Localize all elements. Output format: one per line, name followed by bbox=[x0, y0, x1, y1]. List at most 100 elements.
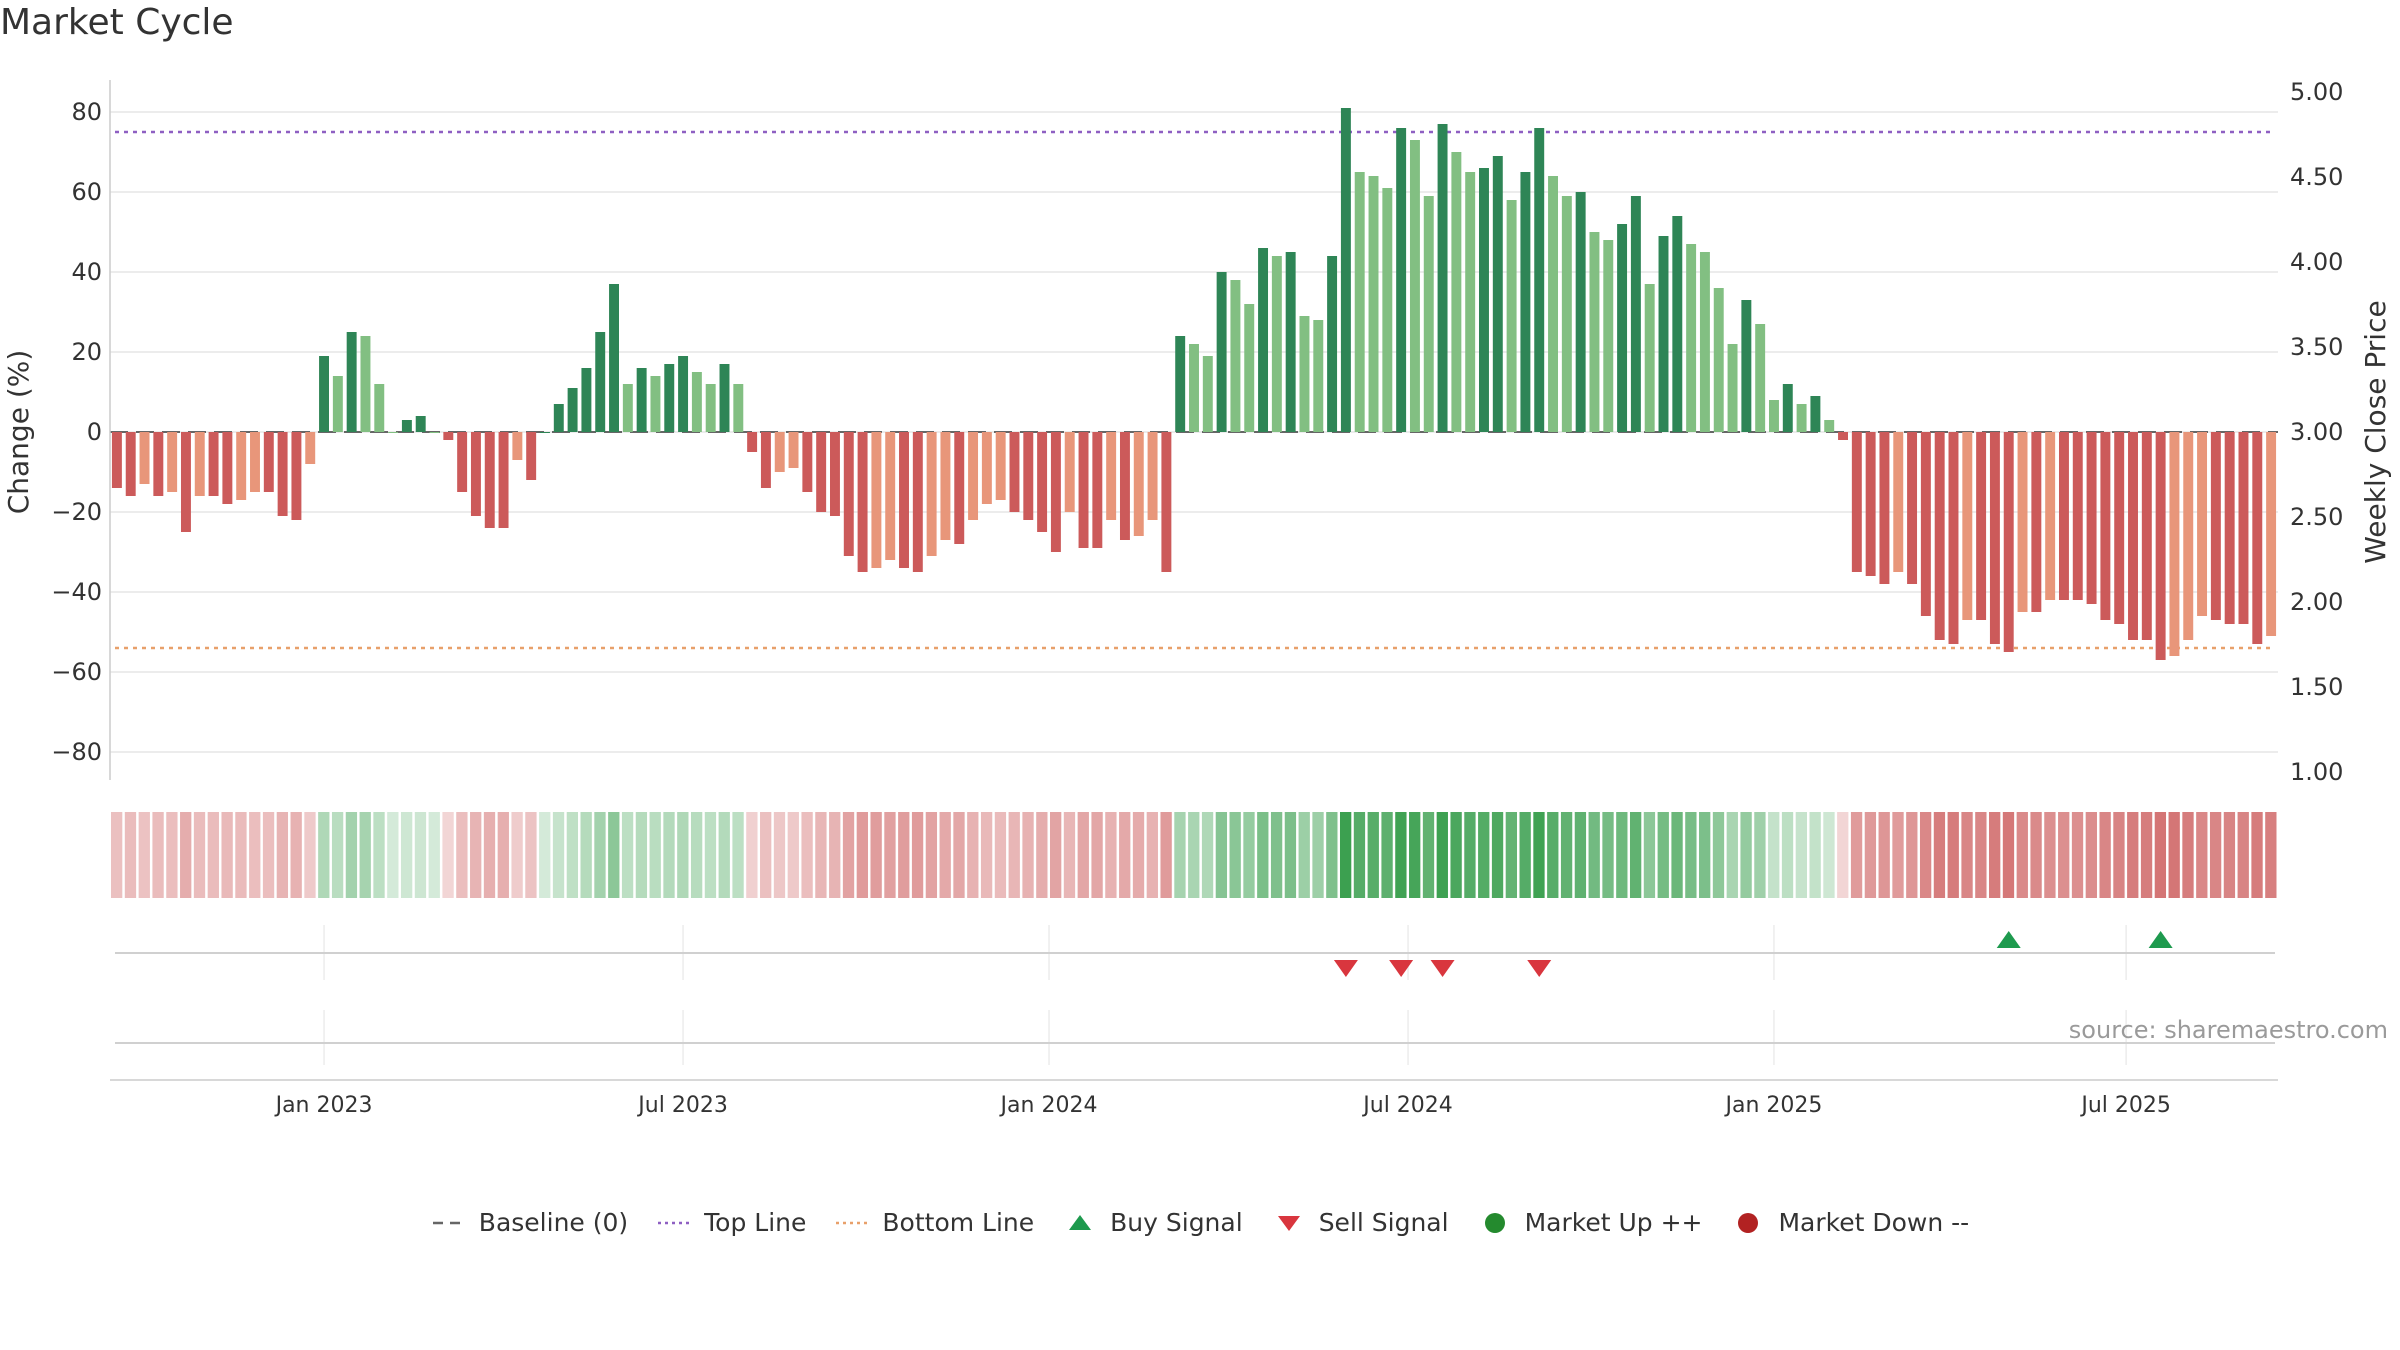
bar bbox=[111, 432, 122, 488]
bar bbox=[2058, 432, 2069, 600]
bar bbox=[1175, 336, 1186, 432]
bar bbox=[277, 432, 288, 516]
heat-cell bbox=[2030, 812, 2042, 898]
heat-cell bbox=[718, 812, 730, 898]
bar bbox=[926, 432, 937, 556]
bar bbox=[2086, 432, 2097, 604]
bar bbox=[1106, 432, 1117, 520]
y-tick-label: 20 bbox=[71, 338, 102, 366]
heat-cell bbox=[1008, 812, 1020, 898]
heat-cell bbox=[2168, 812, 2180, 898]
heat-cell bbox=[939, 812, 951, 898]
bar bbox=[1147, 432, 1158, 520]
legend-dotted-icon bbox=[658, 1221, 691, 1224]
bar bbox=[1948, 432, 1959, 644]
bar bbox=[802, 432, 813, 492]
heat-cell bbox=[1270, 812, 1283, 898]
heat-cell bbox=[2044, 812, 2056, 898]
bar bbox=[1202, 356, 1213, 432]
heat-cell bbox=[1712, 812, 1725, 898]
heat-cell bbox=[1050, 812, 1062, 898]
heat-cell bbox=[911, 812, 924, 898]
heat-cell bbox=[1629, 812, 1642, 898]
bar bbox=[167, 432, 178, 492]
heat-cell bbox=[1257, 812, 1269, 898]
heat-cell bbox=[704, 812, 717, 898]
bar bbox=[1658, 236, 1669, 432]
heat-cell bbox=[1726, 812, 1738, 898]
bar bbox=[940, 432, 951, 540]
bar bbox=[553, 404, 564, 432]
bar bbox=[829, 432, 840, 516]
heat-cell bbox=[2099, 812, 2111, 898]
bar bbox=[1133, 432, 1144, 536]
x-tick-label: Jul 2025 bbox=[2079, 1093, 2171, 1118]
bar bbox=[2224, 432, 2235, 624]
heat-cell bbox=[1878, 812, 1890, 898]
bar bbox=[1313, 320, 1324, 432]
heat-cell bbox=[773, 812, 786, 898]
heat-cell bbox=[1892, 812, 1904, 898]
heat-cell bbox=[677, 812, 689, 898]
chart-title: Market Cycle bbox=[0, 2, 234, 43]
legend-label: Bottom Line bbox=[882, 1208, 1035, 1237]
heat-cell bbox=[1533, 812, 1545, 898]
bar bbox=[595, 332, 606, 432]
heat-cell bbox=[1685, 812, 1697, 898]
heat-cell bbox=[1188, 812, 1200, 898]
bar bbox=[429, 432, 440, 433]
bar bbox=[2128, 432, 2138, 640]
bar bbox=[250, 432, 260, 492]
heat-cell bbox=[1768, 812, 1780, 898]
heat-cell bbox=[1036, 812, 1048, 898]
heat-cell bbox=[1395, 812, 1407, 898]
heat-cell bbox=[2251, 812, 2263, 898]
bar bbox=[2031, 432, 2042, 612]
bar bbox=[1741, 300, 1752, 432]
bar bbox=[2238, 432, 2249, 624]
bar bbox=[153, 432, 164, 496]
legend-item: Buy Signal bbox=[1062, 1208, 1243, 1237]
heat-cell bbox=[1491, 812, 1504, 898]
heat-cell bbox=[1091, 812, 1103, 898]
heat-cell bbox=[2209, 812, 2222, 898]
bar bbox=[401, 420, 412, 432]
bar bbox=[733, 384, 744, 432]
bar bbox=[1258, 248, 1269, 432]
x-tick-label: Jan 2025 bbox=[1724, 1093, 1823, 1118]
bar bbox=[1907, 432, 1918, 584]
heat-cell bbox=[1132, 812, 1145, 898]
heat-cell bbox=[1657, 812, 1669, 898]
heat-cell bbox=[1409, 812, 1421, 898]
bar bbox=[1437, 124, 1448, 432]
bar bbox=[1423, 196, 1434, 432]
bar bbox=[236, 432, 247, 500]
bar bbox=[1340, 108, 1351, 432]
heat-cell bbox=[2113, 812, 2125, 898]
heat-cell bbox=[2127, 812, 2139, 898]
bar bbox=[954, 432, 965, 544]
heat-cell bbox=[1699, 812, 1711, 898]
heat-cell bbox=[801, 812, 813, 898]
bar bbox=[1299, 316, 1310, 432]
legend-item: Market Down -- bbox=[1730, 1208, 1969, 1237]
heat-cell bbox=[1850, 812, 1863, 898]
bar bbox=[1271, 256, 1282, 432]
bar bbox=[1161, 432, 1172, 572]
heat-cell bbox=[400, 812, 413, 898]
bar bbox=[1244, 304, 1255, 432]
legend-label: Market Up ++ bbox=[1524, 1208, 1703, 1237]
bar bbox=[540, 432, 550, 433]
legend-dotted-icon bbox=[836, 1221, 869, 1224]
heat-cell bbox=[1478, 812, 1490, 898]
bar bbox=[291, 432, 302, 520]
heat-cell bbox=[1560, 812, 1573, 898]
heat-cell bbox=[1174, 812, 1186, 898]
bar bbox=[636, 368, 647, 432]
bar bbox=[843, 432, 854, 556]
bar bbox=[1548, 176, 1559, 432]
heat-cell bbox=[442, 812, 454, 898]
bar bbox=[1230, 280, 1241, 432]
y2-tick-label: 4.00 bbox=[2290, 248, 2343, 276]
heat-cell bbox=[2154, 812, 2167, 898]
